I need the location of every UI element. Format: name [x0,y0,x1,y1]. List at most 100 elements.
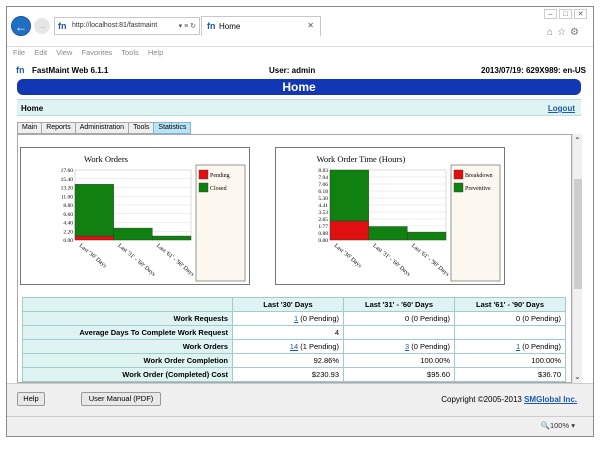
table-header: Last '30' Days [232,297,344,312]
statistics-panel: Work Orders 17.60 15.40 13.20 11.00 8.80 6.60 4… [17,134,572,383]
table-header-row: Last '30' Days Last '31' - '60' Days Las… [22,297,566,312]
settings-gear-icon[interactable]: ⚙ [570,27,583,38]
cell-text: 0 (0 Pending) [515,314,561,323]
minimize-icon[interactable]: – [544,9,557,19]
row-label: Work Orders [22,339,233,354]
y-tick-label: 6.60 [63,212,73,218]
browser-tab-home[interactable]: fn Home ✕ [201,16,321,36]
scrollbar-thumb[interactable] [574,179,582,289]
y-tick-label: 4.40 [63,221,73,227]
content-scrollbar[interactable]: ⌃ ⌄ [572,134,582,383]
legend-label: Closed [210,186,227,192]
work-orders-link[interactable]: 1 [515,342,521,351]
row-label: Work Order Completion [22,353,233,368]
y-tick-label: 2.20 [63,229,73,235]
work-order-time-chart: Work Order Time (Hours) 8.83 7.94 7.06 6.18 5… [275,147,505,285]
statistics-table: Last '30' Days Last '31' - '60' Days Las… [22,297,566,382]
table-cell: 14 (1 Pending) [232,339,344,354]
table-cell: 4 [232,325,344,340]
toolbar-icons: ⌂☆⚙ [547,27,583,38]
legend-swatch-breakdown [453,169,464,180]
date-info: 2013/07/19: 629X989: en-US [481,66,586,75]
table-row: Work Orders 14 (1 Pending) 3 (0 Pending)… [22,339,566,354]
tab-close-icon[interactable]: ✕ [307,21,314,30]
tab-title: Home [219,22,241,31]
tab-reports[interactable]: Reports [41,122,76,134]
user-manual-button[interactable]: User Manual (PDF) [81,392,161,406]
zoom-level[interactable]: 🔍100% ▾ [540,421,575,430]
table-row: Work Order Completion 92.86% 100.00% 100… [22,353,566,368]
y-tick-label: 15.40 [61,177,74,183]
browser-menubar: File Edit View Favorites Tools Help [7,47,593,59]
window-controls: – □ ✕ [542,9,587,19]
y-tick-label: 11.00 [61,194,73,200]
table-row: Work Order (Completed) Cost $230.93 $95.… [22,367,566,382]
copyright: Copyright ©2005-2013 SMGlobal Inc. [441,395,577,404]
logout-link[interactable]: Logout [547,104,575,113]
address-bar[interactable]: fn http://localhost:81/fastmaint ▾ ≡ ↻ [54,17,200,35]
zoom-icon: 🔍 [540,421,550,430]
bar-closed [152,235,192,241]
row-label: Average Days To Complete Work Request [22,325,233,340]
menu-tools[interactable]: Tools [121,48,139,57]
y-tick-label: 2.65 [318,217,328,223]
browser-window: ← → fn http://localhost:81/fastmaint ▾ ≡… [6,6,594,437]
table-cell [454,325,566,340]
work-orders-link[interactable]: 14 [289,342,299,351]
y-tick-label: 8.83 [318,168,328,174]
x-tick-label: Last '30' Days [333,243,363,270]
tab-statistics[interactable]: Statistics [153,122,192,134]
page-content: fn FastMaint Web 6.1.1 User: admin 2013/… [7,59,593,383]
site-favicon-icon: fn [58,21,67,31]
work-requests-link[interactable]: 1 [293,314,299,323]
cell-text: 0 (0 Pending) [404,314,450,323]
forward-button[interactable]: → [34,18,50,34]
work-orders-link[interactable]: 3 [404,342,410,351]
help-button[interactable]: Help [17,392,45,406]
address-controls-icon[interactable]: ▾ ≡ ↻ [178,23,196,30]
menu-view[interactable]: View [56,48,73,57]
menu-favorites[interactable]: Favorites [81,48,113,57]
close-window-icon[interactable]: ✕ [574,9,587,19]
y-tick-label: 5.30 [318,196,328,202]
y-tick-label: 7.94 [318,175,328,181]
bar-closed [74,184,114,237]
table-cell: $230.93 [232,367,344,382]
tab-tools[interactable]: Tools [128,122,155,134]
menu-file[interactable]: File [13,48,26,57]
table-cell: 1 (0 Pending) [232,311,344,326]
x-tick-label: Last '61' - '90' Days [155,243,195,278]
cell-text: $95.60 [427,370,450,379]
y-tick-label: 17.60 [61,168,74,174]
back-button[interactable]: ← [11,16,31,36]
work-orders-chart: Work Orders 17.60 15.40 13.20 11.00 8.80 6.60 4… [20,147,250,285]
cell-text: (0 Pending) [520,342,561,351]
tab-main[interactable]: Main [17,122,43,134]
scroll-up-icon[interactable]: ⌃ [574,136,581,145]
company-link[interactable]: SMGlobal Inc. [524,395,577,404]
page-title: Home [17,79,581,95]
menu-edit[interactable]: Edit [34,48,48,57]
legend-swatch-pending [198,169,209,180]
app-name: FastMaint Web 6.1.1 [32,66,109,75]
tab-administration[interactable]: Administration [74,122,130,134]
y-tick-label: 0.88 [318,231,328,237]
bar-pending [74,235,114,241]
cell-text: 4 [334,328,339,337]
bar-preventive [368,226,408,241]
table-cell: 0 (0 Pending) [343,311,455,326]
address-url: http://localhost:81/fastmaint [72,22,158,29]
y-tick-label: 8.80 [63,203,73,209]
row-label: Work Order (Completed) Cost [22,367,233,382]
maximize-icon[interactable]: □ [559,9,572,19]
x-tick-label: Last '31' - '60' Days [116,243,156,278]
y-tick-label: 6.18 [318,189,328,195]
table-cell: $95.60 [343,367,455,382]
legend-box [195,164,246,282]
favorites-star-icon[interactable]: ☆ [557,27,571,38]
scroll-down-icon[interactable]: ⌄ [574,372,581,381]
menu-help[interactable]: Help [147,48,164,57]
home-icon[interactable]: ⌂ [547,27,558,38]
app-header: fn FastMaint Web 6.1.1 User: admin 2013/… [7,59,593,79]
page-footer: Help User Manual (PDF) Copyright ©2005-2… [7,383,593,416]
